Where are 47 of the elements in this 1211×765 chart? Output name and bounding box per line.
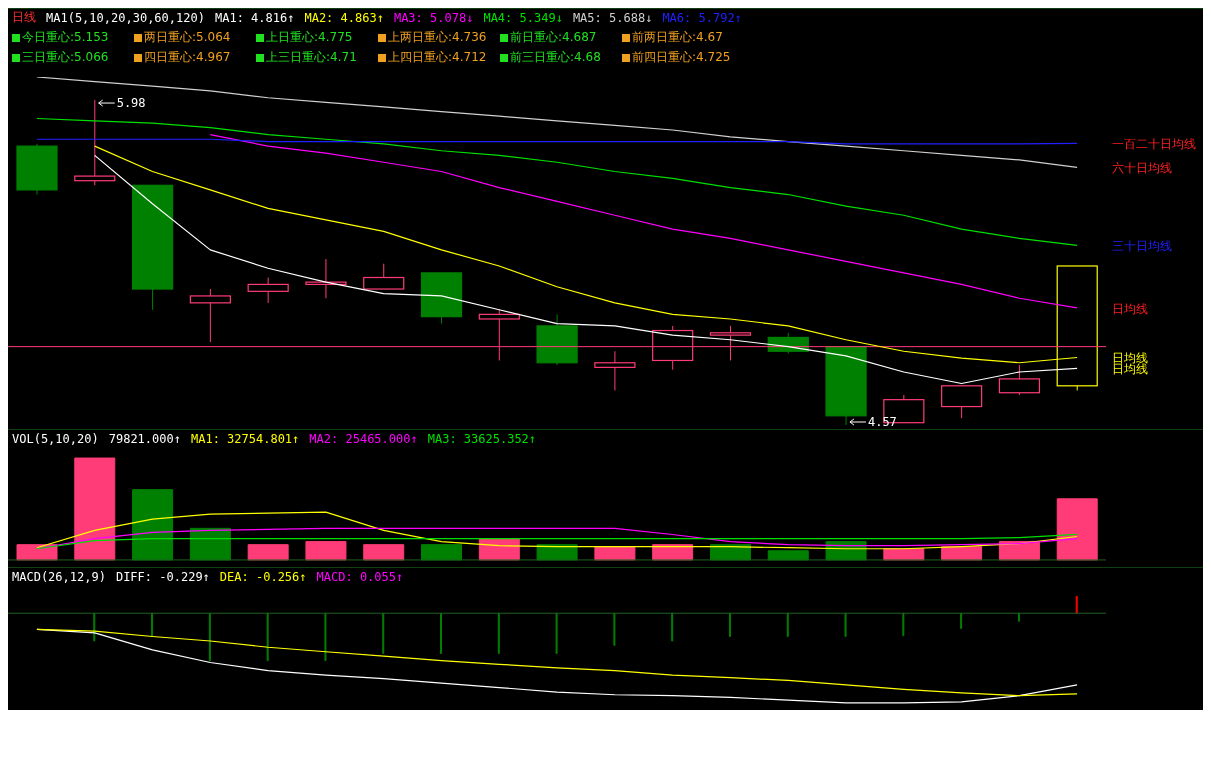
text: 前三日重心:4.68 bbox=[510, 49, 601, 66]
bar bbox=[247, 544, 289, 561]
text: 三十日均线 bbox=[1112, 239, 1172, 254]
text: MA1: 4.816↑ bbox=[214, 10, 295, 25]
bar bbox=[74, 457, 116, 561]
text: 上两日重心:4.736 bbox=[388, 29, 487, 46]
text: MA4: 5.349↓ bbox=[483, 10, 563, 25]
text: 四日重心:4.967 bbox=[144, 49, 231, 66]
text: 六十日均线 bbox=[1112, 161, 1172, 176]
text: 日均线 bbox=[1112, 301, 1148, 316]
text: 今日重心:5.153 bbox=[22, 29, 109, 46]
bar bbox=[132, 489, 174, 561]
text: DIFF: -0.229↑ bbox=[115, 569, 210, 584]
series-label: 79821.000↑ bbox=[108, 431, 181, 446]
text: MA3: 5.078↓ bbox=[393, 10, 474, 25]
chart-title: MACD(26,12,9) bbox=[12, 569, 106, 584]
bar bbox=[363, 544, 405, 561]
annotation: 5.98 bbox=[116, 96, 146, 111]
text: MA3: 33625.352↑ bbox=[427, 431, 537, 446]
text: MA2: 4.863↑ bbox=[304, 10, 384, 25]
text: MA1: 32754.801↑ bbox=[190, 431, 300, 446]
bar bbox=[1056, 498, 1098, 561]
text: 日均线 bbox=[1112, 362, 1148, 377]
text: 两日重心:5.064 bbox=[144, 29, 231, 46]
bar bbox=[305, 541, 347, 561]
text: DEA: -0.256↑ bbox=[219, 569, 307, 584]
text: 三日重心:5.066 bbox=[22, 49, 109, 66]
candlestick bbox=[536, 313, 578, 366]
candlestick bbox=[594, 350, 636, 391]
text: 上日重心:4.775 bbox=[266, 29, 353, 46]
text: 前两日重心:4.67 bbox=[632, 29, 723, 46]
text: 一百二十日均线 bbox=[1112, 137, 1196, 152]
candlestick bbox=[305, 258, 347, 299]
annotation: 4.57 bbox=[867, 415, 897, 429]
bar bbox=[421, 544, 463, 561]
text: MA2: 25465.000↑ bbox=[309, 431, 418, 446]
candlestick bbox=[16, 143, 58, 196]
text: MA6: 5.792↑ bbox=[662, 10, 742, 25]
text: 前四日重心:4.725 bbox=[632, 49, 731, 66]
text: MACD: 0.055↑ bbox=[316, 569, 404, 584]
text: 前日重心:4.687 bbox=[510, 29, 597, 46]
text: MA5: 5.688↓ bbox=[572, 10, 653, 25]
text: 上四日重心:4.712 bbox=[388, 49, 487, 66]
chart-title: 日线 bbox=[12, 9, 36, 26]
chart-title: VOL(5,10,20) bbox=[12, 431, 99, 446]
text: 上三日重心:4.71 bbox=[266, 49, 357, 66]
chart-subtitle: MA1(5,10,20,30,60,120) bbox=[46, 10, 205, 25]
